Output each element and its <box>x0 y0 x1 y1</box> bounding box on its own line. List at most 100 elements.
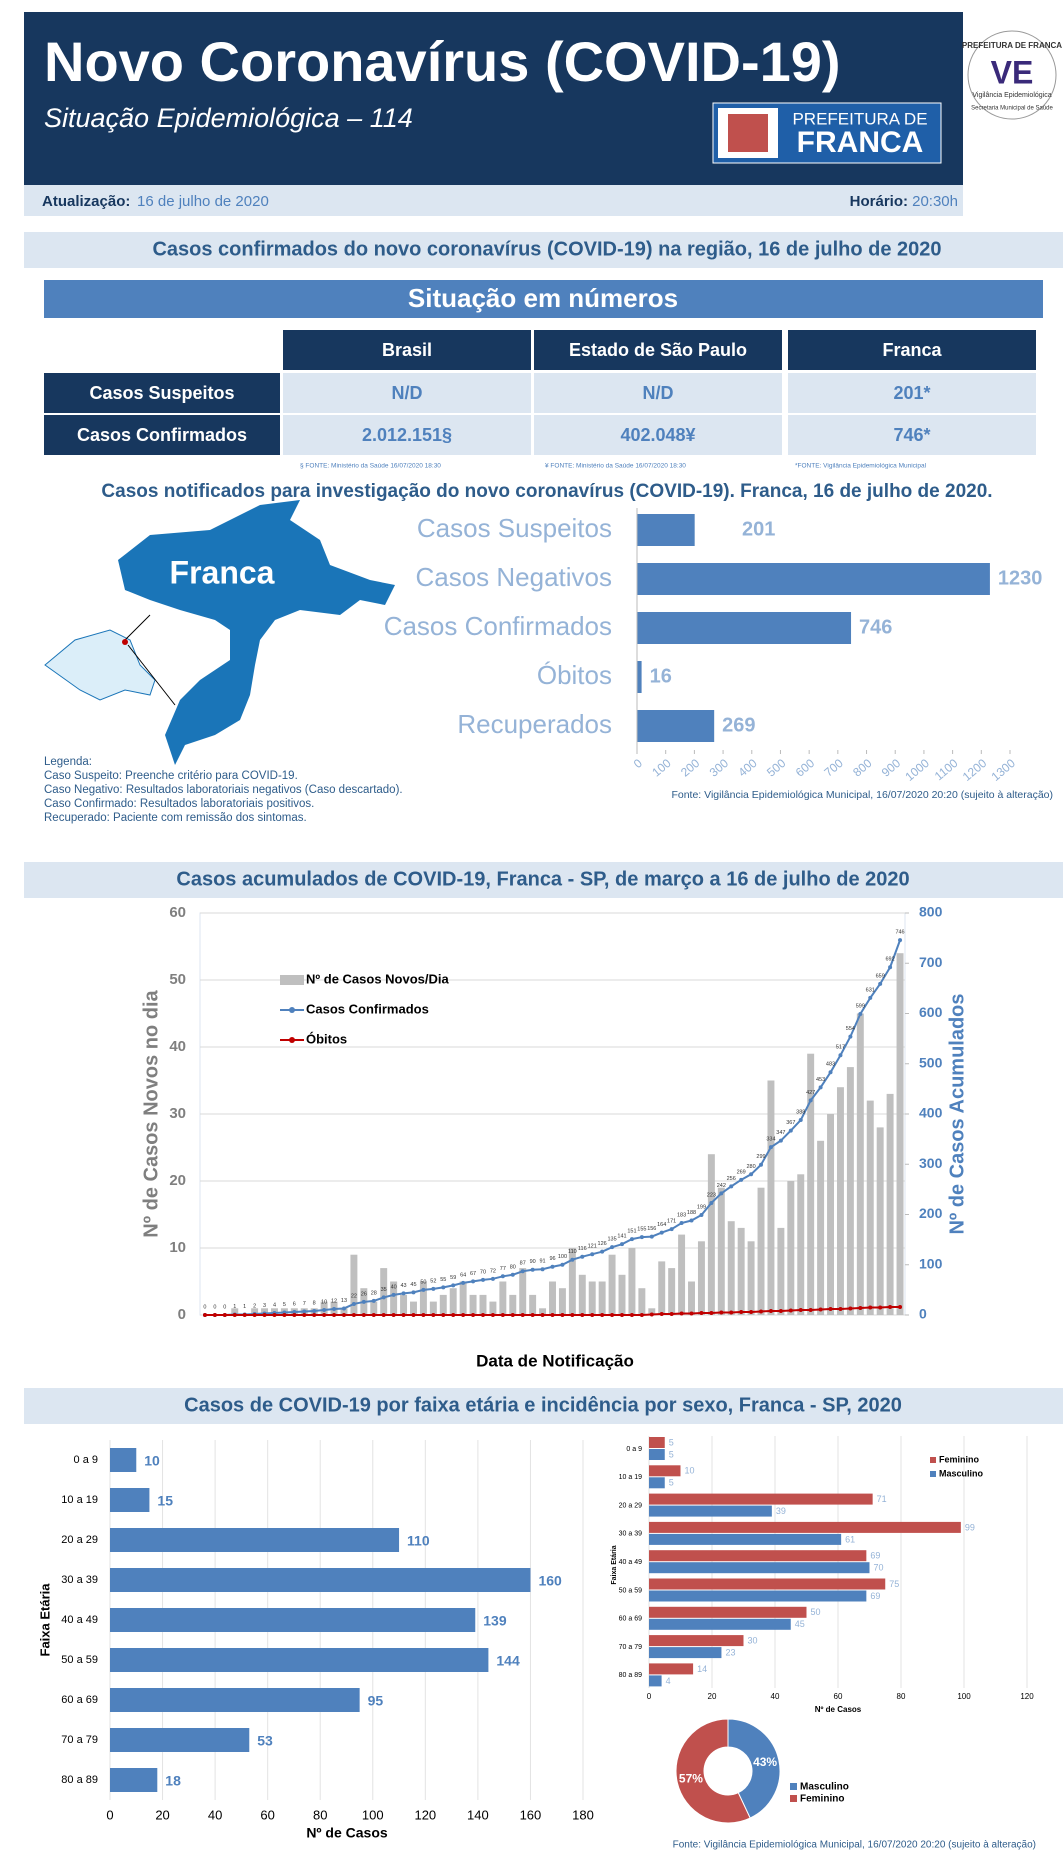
donut-slice <box>675 1718 751 1824</box>
time-label: Horário: <box>850 193 908 210</box>
point <box>471 1313 476 1317</box>
column-header: Estado de São Paulo <box>569 340 747 360</box>
bar <box>649 1635 744 1647</box>
point <box>272 1313 277 1317</box>
section-band <box>24 862 1063 898</box>
point <box>649 1312 654 1317</box>
point <box>848 1034 853 1039</box>
data-label: 388 <box>796 1109 805 1115</box>
data-label: 55 <box>440 1277 446 1283</box>
data-label: 70 <box>480 1269 486 1275</box>
data-label: 427 <box>806 1090 815 1096</box>
point <box>222 1313 227 1317</box>
data-label: 35 <box>381 1287 387 1293</box>
data-label: 334 <box>766 1137 775 1143</box>
bar <box>459 1281 467 1315</box>
x-axis-label: Data de Notificação <box>476 1351 634 1370</box>
data-label: 23 <box>725 1647 735 1657</box>
bar <box>697 1241 705 1315</box>
category-label: 60 a 69 <box>619 1616 642 1623</box>
data-label: 16 <box>650 665 672 687</box>
data-label: 59 <box>450 1275 456 1281</box>
point <box>709 1200 714 1205</box>
point <box>560 1313 565 1317</box>
charts: Casos notificados para investigação do n… <box>37 481 1053 1851</box>
bar <box>618 1274 626 1315</box>
bar <box>649 1505 772 1517</box>
bar <box>757 1187 765 1315</box>
point <box>659 1311 664 1316</box>
y-tick-label: 50 <box>169 971 186 988</box>
y-tick-label: 30 <box>169 1105 186 1122</box>
point <box>490 1276 495 1281</box>
legend-dot <box>289 1007 295 1013</box>
time: 20:30h <box>912 193 958 210</box>
y2-tick-label: 600 <box>919 1004 943 1020</box>
column-header: Brasil <box>382 340 432 360</box>
point <box>312 1308 317 1313</box>
data-label: 14 <box>697 1664 707 1674</box>
point <box>729 1184 734 1189</box>
data-label: 100 <box>558 1254 567 1260</box>
data-label: 2 <box>253 1303 256 1309</box>
bar <box>876 1127 884 1315</box>
category-label: 40 a 49 <box>619 1559 642 1566</box>
point <box>282 1313 287 1317</box>
map-franca <box>118 500 395 765</box>
row-label-cell <box>44 373 280 413</box>
data-label: 256 <box>727 1176 736 1182</box>
point <box>441 1285 446 1290</box>
data-label: 50 <box>420 1279 426 1285</box>
cell <box>534 415 782 455</box>
data-label: 50 <box>811 1607 821 1617</box>
point <box>391 1313 396 1317</box>
point <box>759 1162 764 1167</box>
point <box>252 1313 257 1317</box>
bar <box>231 1308 239 1315</box>
point <box>600 1249 605 1254</box>
data-label: 7 <box>303 1301 306 1307</box>
x-tick-label: 40 <box>208 1807 222 1822</box>
category-label: 30 a 39 <box>61 1574 98 1586</box>
y2-tick-label: 400 <box>919 1105 943 1121</box>
data-label: 692 <box>886 957 895 963</box>
x-axis-label: Nº de Casos <box>815 1705 862 1714</box>
x-tick-label: 100 <box>362 1807 384 1822</box>
point <box>332 1313 337 1317</box>
data-label: 10 <box>321 1299 327 1305</box>
point <box>540 1313 545 1317</box>
legend-notes: Legenda: Caso Suspeito: Preenche critério… <box>44 756 403 824</box>
seal <box>967 30 1057 120</box>
data-label: 8 <box>313 1300 316 1306</box>
point <box>302 1313 307 1317</box>
bar <box>649 1437 665 1448</box>
point <box>322 1313 327 1317</box>
category-label: 10 a 19 <box>619 1474 642 1481</box>
bar <box>558 1288 566 1315</box>
bar <box>649 1647 722 1659</box>
column-header: Franca <box>882 340 942 360</box>
point <box>610 1245 615 1250</box>
point <box>898 1304 903 1309</box>
source: Fonte: Vigilância Epidemiológica Municip… <box>673 1840 1036 1851</box>
data-label: 99 <box>965 1522 975 1532</box>
point <box>808 1307 813 1312</box>
point <box>788 1308 793 1313</box>
point <box>669 1311 674 1316</box>
map-label: Franca <box>170 554 275 590</box>
x-tick-label: 120 <box>414 1807 436 1822</box>
bar <box>110 1448 137 1472</box>
legend-label: Casos Confirmados <box>306 1001 429 1016</box>
data-label: 28 <box>371 1290 377 1296</box>
point <box>570 1313 575 1317</box>
data-label: 269 <box>737 1169 746 1175</box>
data-label: 6 <box>293 1301 296 1307</box>
legend-label: Masculino <box>800 1782 849 1793</box>
update-bar <box>24 185 963 216</box>
data-label: 40 <box>391 1284 397 1290</box>
point <box>302 1309 307 1314</box>
point <box>709 1310 714 1315</box>
legend-label: Nº de Casos Novos/Dia <box>306 971 450 986</box>
y-tick-label: 40 <box>169 1038 186 1055</box>
point <box>500 1274 505 1279</box>
